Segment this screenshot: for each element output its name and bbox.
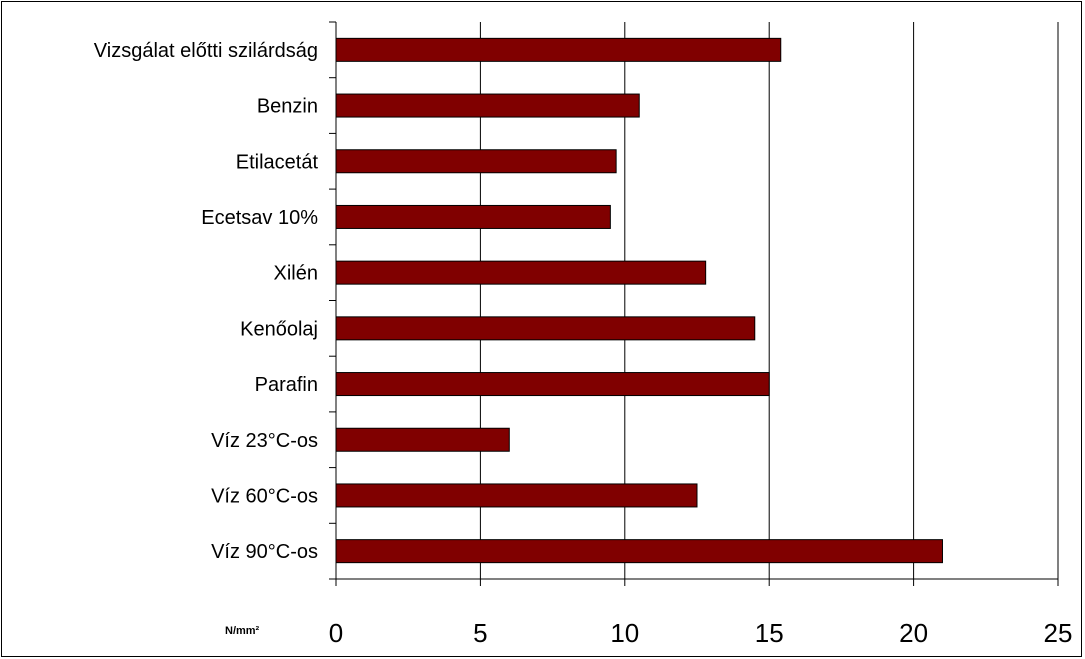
bar (335, 539, 943, 564)
x-tick-label: 20 (899, 618, 928, 648)
bar (335, 204, 611, 229)
category-label: Etilacetát (236, 151, 319, 173)
unit-label: N/mm² (225, 625, 260, 637)
category-label: Víz 90°C-os (211, 541, 318, 563)
category-label: Kenőolaj (240, 318, 318, 340)
x-tick-label: 15 (755, 618, 784, 648)
x-tick-label: 5 (473, 618, 487, 648)
x-tick-label: 10 (610, 618, 639, 648)
bar (335, 260, 707, 285)
category-label: Ecetsav 10% (201, 207, 318, 229)
category-labels: Vizsgálat előtti szilárdság Benzin Etilace… (94, 40, 319, 563)
bar (335, 427, 510, 452)
category-label: Parafin (255, 374, 318, 396)
bar (335, 483, 698, 508)
bar (335, 316, 756, 341)
bar (335, 372, 770, 397)
tick-labels: 0 5 10 15 20 25 (329, 618, 1073, 648)
category-label: Víz 60°C-os (211, 485, 318, 507)
bar (335, 37, 782, 62)
bar (335, 93, 640, 118)
x-tick-label: 0 (329, 618, 343, 648)
category-label: Xilén (274, 263, 318, 285)
bars (335, 37, 943, 564)
axes (329, 21, 1059, 586)
category-label: Vizsgálat előtti szilárdság (94, 40, 318, 62)
bar (335, 149, 617, 174)
x-tick-label: 25 (1044, 618, 1073, 648)
category-label: Víz 23°C-os (211, 430, 318, 452)
category-label: Benzin (257, 96, 318, 118)
